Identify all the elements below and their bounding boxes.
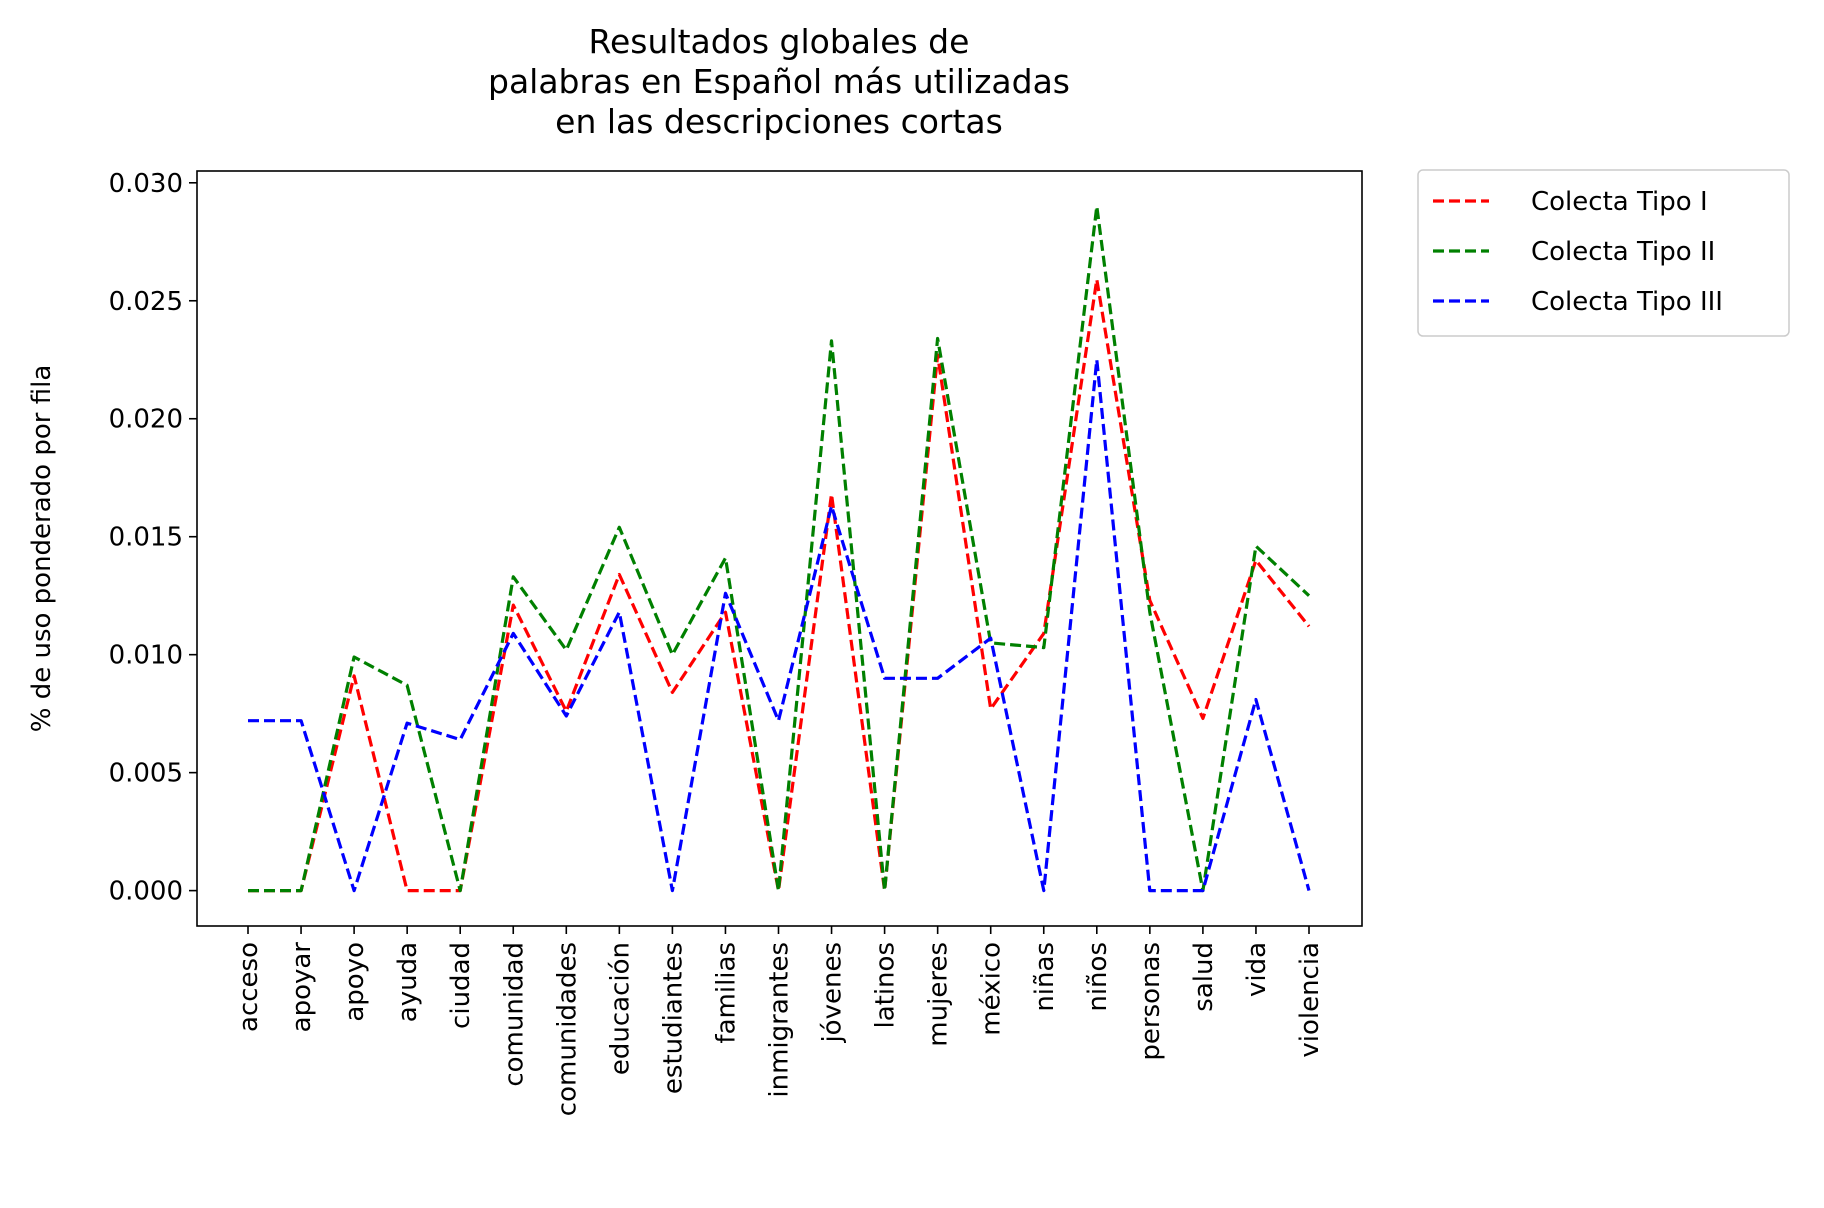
x-tick-label: mujeres <box>924 942 954 1047</box>
y-tick-label: 0.005 <box>109 759 183 789</box>
legend-box <box>1417 169 1790 337</box>
x-tick-label: ayuda <box>393 942 423 1022</box>
x-tick-label: méxico <box>977 942 1007 1036</box>
series-line-3 <box>248 358 1311 893</box>
x-tick-label: violencia <box>1295 942 1325 1058</box>
legend-label: Colecta Tipo III <box>1531 287 1723 317</box>
legend: Colecta Tipo I Colecta Tipo II Colecta Tip… <box>1417 169 1790 337</box>
y-tick-label: 0.025 <box>109 287 183 317</box>
x-tick-label: ciudad <box>446 942 476 1029</box>
x-tick-label: familias <box>711 942 741 1044</box>
y-tick-label: 0.015 <box>109 523 183 553</box>
x-tick-label: niñas <box>1030 942 1060 1012</box>
x-axis-ticks: acceso apoyar apoyo ayuda ciudad comunidad com… <box>234 926 1325 1116</box>
x-tick-label: personas <box>1136 942 1166 1061</box>
x-tick-label: vida <box>1242 942 1272 997</box>
series-line-2 <box>248 204 1311 893</box>
x-tick-label: comunidades <box>552 942 582 1116</box>
y-tick-label: 0.030 <box>109 169 183 199</box>
y-tick-label: 0.010 <box>109 641 183 671</box>
series-lines <box>248 204 1311 893</box>
series-line-1 <box>248 277 1311 893</box>
x-tick-label: apoyar <box>287 942 317 1033</box>
y-axis-label: % de uso ponderado por fila <box>27 365 57 733</box>
x-tick-label: latinos <box>871 942 901 1029</box>
legend-label: Colecta Tipo I <box>1531 187 1708 217</box>
chart-title-line: Resultados globales de <box>589 22 970 61</box>
x-tick-label: apoyo <box>340 942 370 1022</box>
x-tick-label: estudiantes <box>658 942 688 1094</box>
x-tick-label: salud <box>1189 942 1219 1012</box>
x-tick-label: niños <box>1083 942 1113 1012</box>
y-tick-label: 0.000 <box>109 877 183 907</box>
x-tick-label: educación <box>605 942 635 1075</box>
x-tick-label: comunidad <box>499 942 529 1087</box>
plot-area-frame <box>196 170 1363 927</box>
chart-title-line: en las descripciones cortas <box>555 102 1003 141</box>
x-tick-label: inmigrantes <box>765 942 795 1098</box>
x-tick-label: jóvenes <box>818 942 848 1044</box>
chart-title-line: palabras en Español más utilizadas <box>488 62 1070 101</box>
y-axis-ticks: 0.000 0.005 0.010 0.015 0.020 0.025 0.030 <box>109 169 197 907</box>
legend-label: Colecta Tipo II <box>1531 237 1715 267</box>
x-tick-label: acceso <box>234 942 264 1032</box>
y-tick-label: 0.020 <box>109 405 183 435</box>
